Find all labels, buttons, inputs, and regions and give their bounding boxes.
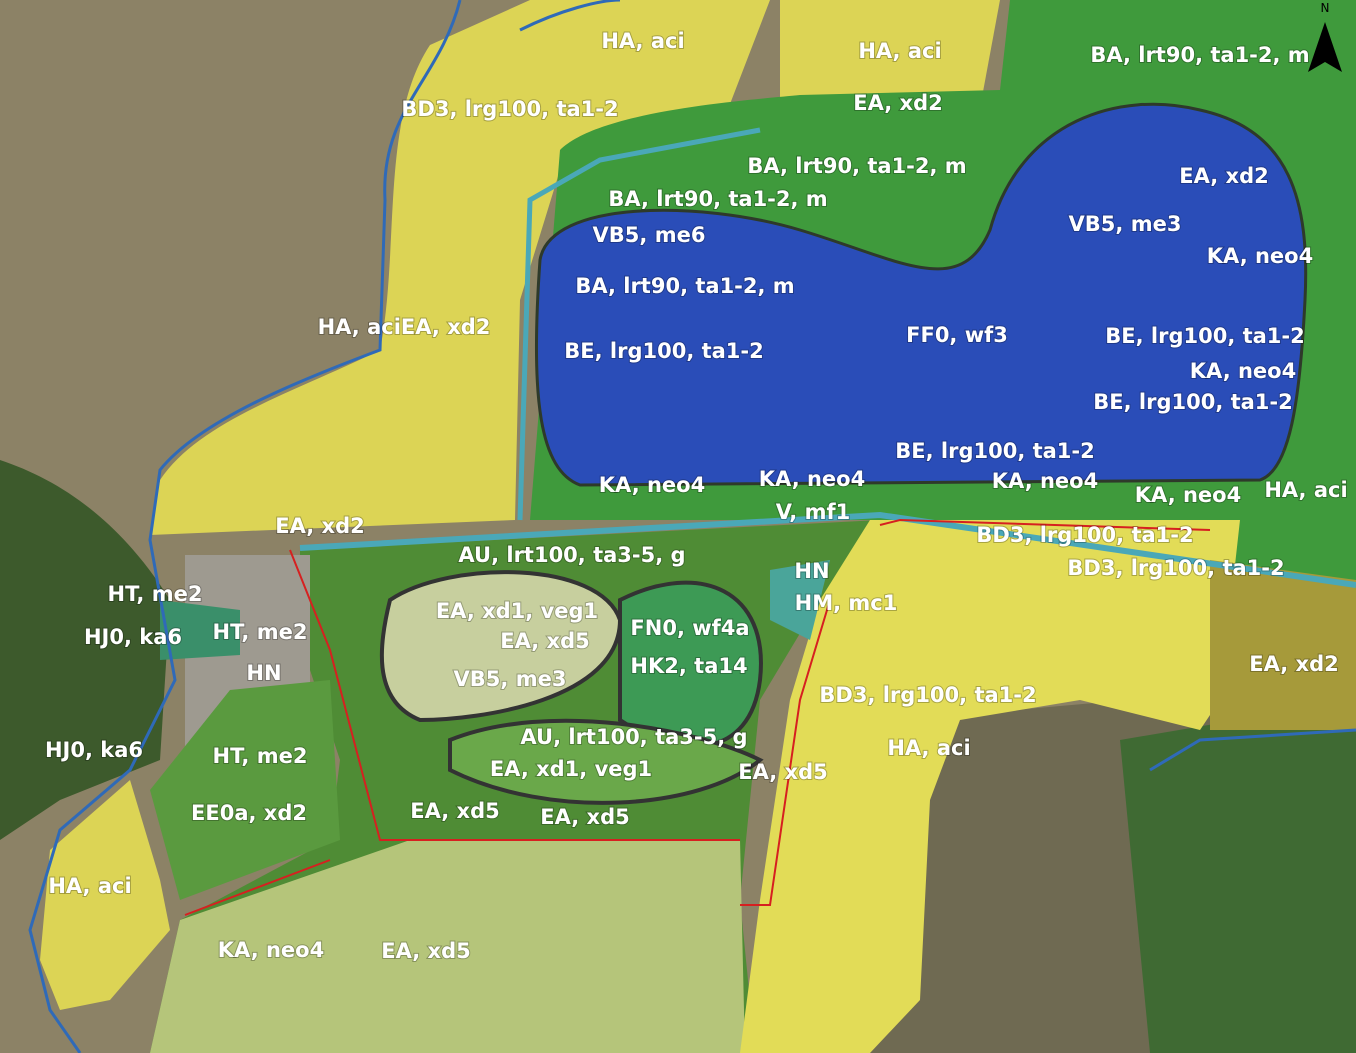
- label: VB5, me3: [1069, 212, 1182, 236]
- label: KA, neo4: [1190, 359, 1296, 383]
- arrow-shape: [1308, 22, 1342, 72]
- label: EA, xd1, veg1: [436, 599, 598, 623]
- label: HM, mc1: [795, 591, 898, 615]
- olive-field: [1210, 560, 1356, 730]
- label: KA, neo4: [759, 467, 865, 491]
- stream: [517, 127, 761, 521]
- label: HN: [246, 661, 281, 685]
- label: EA, xd5: [381, 939, 470, 963]
- label: EA, xd5: [410, 799, 499, 823]
- green-patch: [150, 680, 340, 900]
- label: BA, lrt90, ta1-2, m: [1090, 43, 1309, 67]
- label: KA, neo4: [992, 469, 1098, 493]
- labels: HA, aci HA, aci BA, lrt90, ta1-2, m BD3,…: [44, 28, 1349, 964]
- label: BE, lrg100, ta1-2: [1105, 324, 1305, 348]
- label: HT, me2: [108, 582, 203, 606]
- north-arrow: N: [1308, 1, 1342, 72]
- label: BE, lrg100, ta1-2: [1093, 390, 1293, 414]
- label: EA, xd2: [1249, 652, 1338, 676]
- label: BA, lrt90, ta1-2, m: [608, 187, 827, 211]
- label: EE0a, xd2: [191, 801, 307, 825]
- label: BD3, lrg100, ta1-2: [819, 683, 1036, 707]
- label: KA, neo4: [1207, 244, 1313, 268]
- label: FF0, wf3: [906, 323, 1008, 347]
- label: BA, lrt90, ta1-2, m: [575, 274, 794, 298]
- yellow-field: [40, 780, 170, 1010]
- field-green: [1120, 700, 1356, 1053]
- boundary: [28, 0, 1356, 1053]
- label: EA, xd1, veg1: [490, 757, 652, 781]
- label: EA, xd5: [540, 805, 629, 829]
- label: HJ0, ka6: [84, 625, 182, 649]
- label: HA, aciEA, xd2: [318, 315, 491, 339]
- label: HT, me2: [213, 620, 308, 644]
- woods-left: [0, 460, 170, 840]
- label: HA, aci: [601, 29, 684, 53]
- label: KA, neo4: [218, 938, 324, 962]
- label: HA, aci: [887, 736, 970, 760]
- lawn: [448, 718, 764, 805]
- label: EA, xd5: [500, 629, 589, 653]
- yellow-field: [740, 520, 1240, 1053]
- label: VB5, me3: [454, 667, 567, 691]
- label: KA, neo4: [599, 473, 705, 497]
- label: EA, xd5: [738, 760, 827, 784]
- label: BE, lrg100, ta1-2: [564, 339, 764, 363]
- label: BD3, lrg100, ta1-2: [1067, 556, 1284, 580]
- label: VB5, me6: [593, 223, 706, 247]
- label: EA, xd2: [275, 514, 364, 538]
- north-label: N: [1321, 1, 1330, 15]
- label: KA, neo4: [1135, 483, 1241, 507]
- label: BA, lrt90, ta1-2, m: [747, 154, 966, 178]
- light-meadow: [379, 570, 623, 723]
- lake: [534, 102, 1308, 487]
- label: BD3, lrg100, ta1-2: [976, 523, 1193, 547]
- label: HN: [794, 559, 829, 583]
- green-patch: [160, 600, 240, 660]
- label: V, mf1: [776, 500, 850, 524]
- label: AU, lrt100, ta3-5, g: [520, 725, 747, 749]
- label: HK2, ta14: [630, 654, 747, 678]
- label: HJ0, ka6: [45, 738, 143, 762]
- label: FN0, wf4a: [630, 616, 749, 640]
- label: HA, aci: [858, 39, 941, 63]
- teal-patch: [770, 560, 830, 640]
- label: HA, aci: [48, 874, 131, 898]
- label: EA, xd2: [853, 91, 942, 115]
- label: HT, me2: [213, 744, 308, 768]
- label: BE, lrg100, ta1-2: [895, 439, 1095, 463]
- label: EA, xd2: [1179, 164, 1268, 188]
- label: HA, aci: [1264, 478, 1347, 502]
- meadow: [150, 840, 745, 1053]
- parcel-line: [184, 518, 1211, 916]
- label: BD3, lrg100, ta1-2: [401, 97, 618, 121]
- label: AU, lrt100, ta3-5, g: [458, 543, 685, 567]
- stream: [299, 511, 1356, 588]
